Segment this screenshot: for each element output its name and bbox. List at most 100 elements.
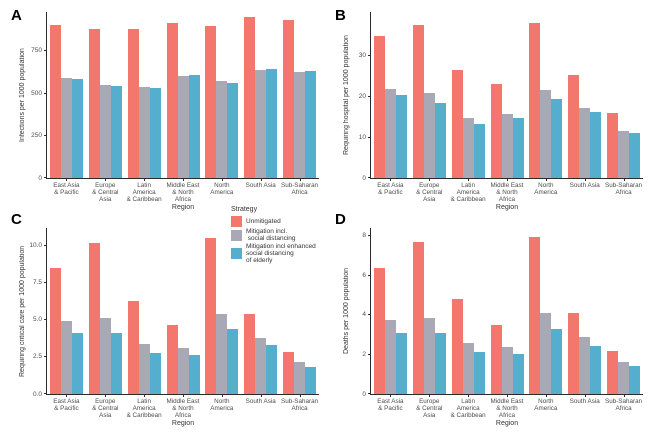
bar-unmitigated [244, 17, 256, 178]
bar-mitigation [255, 69, 267, 178]
x-category-label: Europe & Central Asia [410, 182, 449, 204]
bar-unmitigated [490, 324, 502, 394]
x-tick-mark [390, 394, 392, 397]
legend-swatch [231, 216, 242, 227]
x-category-line: Africa [174, 411, 192, 419]
x-tick-mark [66, 394, 68, 397]
x-category-line: Latin [137, 182, 151, 189]
bar-mitigation-enhanced [473, 351, 485, 394]
bar-mitigation [99, 84, 111, 178]
y-tick-label: 7.5 [32, 279, 42, 287]
y-tick-mark [368, 314, 371, 316]
y-axis-title: Requiring critical care per 1000 populat… [19, 245, 26, 377]
y-tick-label: 4 [362, 311, 366, 319]
bar-mitigation [216, 81, 228, 178]
bar-mitigation-enhanced [71, 333, 83, 394]
y-tick-mark [44, 135, 47, 137]
x-category-label: Sub-Saharan Africa [604, 182, 643, 197]
x-category-line: & Caribbean [450, 195, 486, 203]
x-category-line: Latin [137, 398, 151, 405]
x-category-line: Asia [423, 195, 436, 203]
bar-unmitigated [283, 351, 295, 394]
bar-group [410, 12, 449, 178]
bar-unmitigated [244, 313, 256, 394]
bar-mitigation-enhanced [71, 78, 83, 178]
x-tick-mark [507, 178, 508, 181]
legend-item: Mitigation incl enhanced social distancin… [231, 243, 316, 264]
x-category-line: & Central [92, 404, 119, 412]
y-tick-label: 0 [362, 174, 366, 182]
bar-mitigation [384, 319, 396, 394]
y-tick-mark [368, 136, 371, 138]
x-category-line: North [538, 182, 554, 189]
bar-unmitigated [568, 75, 580, 178]
legend-item-label: Unmitigated [246, 218, 281, 225]
x-category-line: Africa [615, 188, 632, 196]
bar-group [371, 12, 410, 178]
bar-group [604, 12, 643, 178]
bar-unmitigated [412, 25, 424, 178]
x-category-label: Middle East & North Africa [488, 398, 527, 420]
y-tick-label: 750 [31, 47, 42, 55]
bar-mitigation [501, 346, 513, 394]
y-axis-title: Deaths per 1000 population [343, 268, 350, 355]
x-category-label: Europe & Central Asia [86, 398, 125, 420]
y-axis-title: Requiring hospital per 1000 population [343, 35, 350, 155]
x-category-line: & Pacific [54, 404, 79, 412]
bar-mitigation-enhanced [512, 353, 524, 394]
bar-mitigation-enhanced [629, 133, 641, 178]
bar-mitigation-enhanced [227, 328, 239, 394]
x-tick-mark [221, 394, 223, 397]
x-category-label: Middle East & North Africa [164, 182, 203, 204]
bar-group [125, 12, 164, 178]
x-category-line: Latin [461, 398, 475, 405]
legend-swatch [231, 248, 242, 259]
bar-mitigation [60, 78, 72, 178]
x-category-line: Africa [174, 195, 192, 203]
bar-group [280, 12, 319, 178]
x-category-line: Africa [291, 188, 308, 196]
bar-group [449, 12, 488, 178]
x-category-label: Latin America & Caribbean [125, 398, 164, 420]
x-category-line: America [210, 188, 234, 196]
bar-unmitigated [490, 84, 502, 178]
bar-group [488, 12, 527, 178]
bar-mitigation-enhanced [188, 354, 200, 394]
y-tick-label: 0 [38, 174, 42, 182]
y-tick-label: 0.0 [32, 390, 42, 398]
y-tick-mark [368, 274, 371, 276]
legend-item-label-line: Unmitigated [246, 218, 281, 225]
bar-mitigation-enhanced [188, 75, 200, 178]
bar-group [47, 228, 86, 394]
legend-items: Unmitigated Mitigation incl. social dista… [231, 216, 316, 264]
x-category-label: Latin America & Caribbean [125, 182, 164, 204]
bar-unmitigated [49, 24, 61, 178]
y-tick-mark [44, 92, 47, 94]
legend: Strategy Unmitigated Mitigation incl. soc… [231, 206, 316, 265]
bar-mitigation-enhanced [551, 99, 563, 178]
bar-group [241, 228, 280, 394]
bar-groups [47, 228, 319, 394]
x-category-line: Europe [419, 182, 440, 189]
x-category-label: Sub-Saharan Africa [280, 398, 319, 413]
bar-mitigation-enhanced [434, 102, 446, 178]
bar-unmitigated [205, 26, 217, 178]
x-category-line: Asia [99, 411, 112, 419]
y-tick-label: 10.0 [29, 242, 42, 250]
bar-mitigation-enhanced [110, 86, 122, 178]
y-tick-label: 6 [362, 271, 366, 279]
bar-group [125, 228, 164, 394]
x-tick-mark [468, 178, 470, 181]
bar-group [526, 12, 565, 178]
bar-group [164, 12, 203, 178]
bar-group [202, 228, 241, 394]
bar-groups [371, 228, 643, 394]
x-category-line: & Pacific [378, 404, 403, 412]
x-tick-mark [545, 394, 547, 397]
panel-d-deaths: D Deaths per 1000 population 0 2 4 6 8 East Asi… [324, 211, 648, 432]
bar-mitigation-enhanced [227, 82, 239, 178]
x-category-line: North [214, 398, 230, 405]
plot-area: 0 250 500 750 East Asia & Pacific Europe & Cent… [31, 12, 319, 211]
bar-mitigation [138, 86, 150, 178]
bar-unmitigated [88, 242, 100, 394]
